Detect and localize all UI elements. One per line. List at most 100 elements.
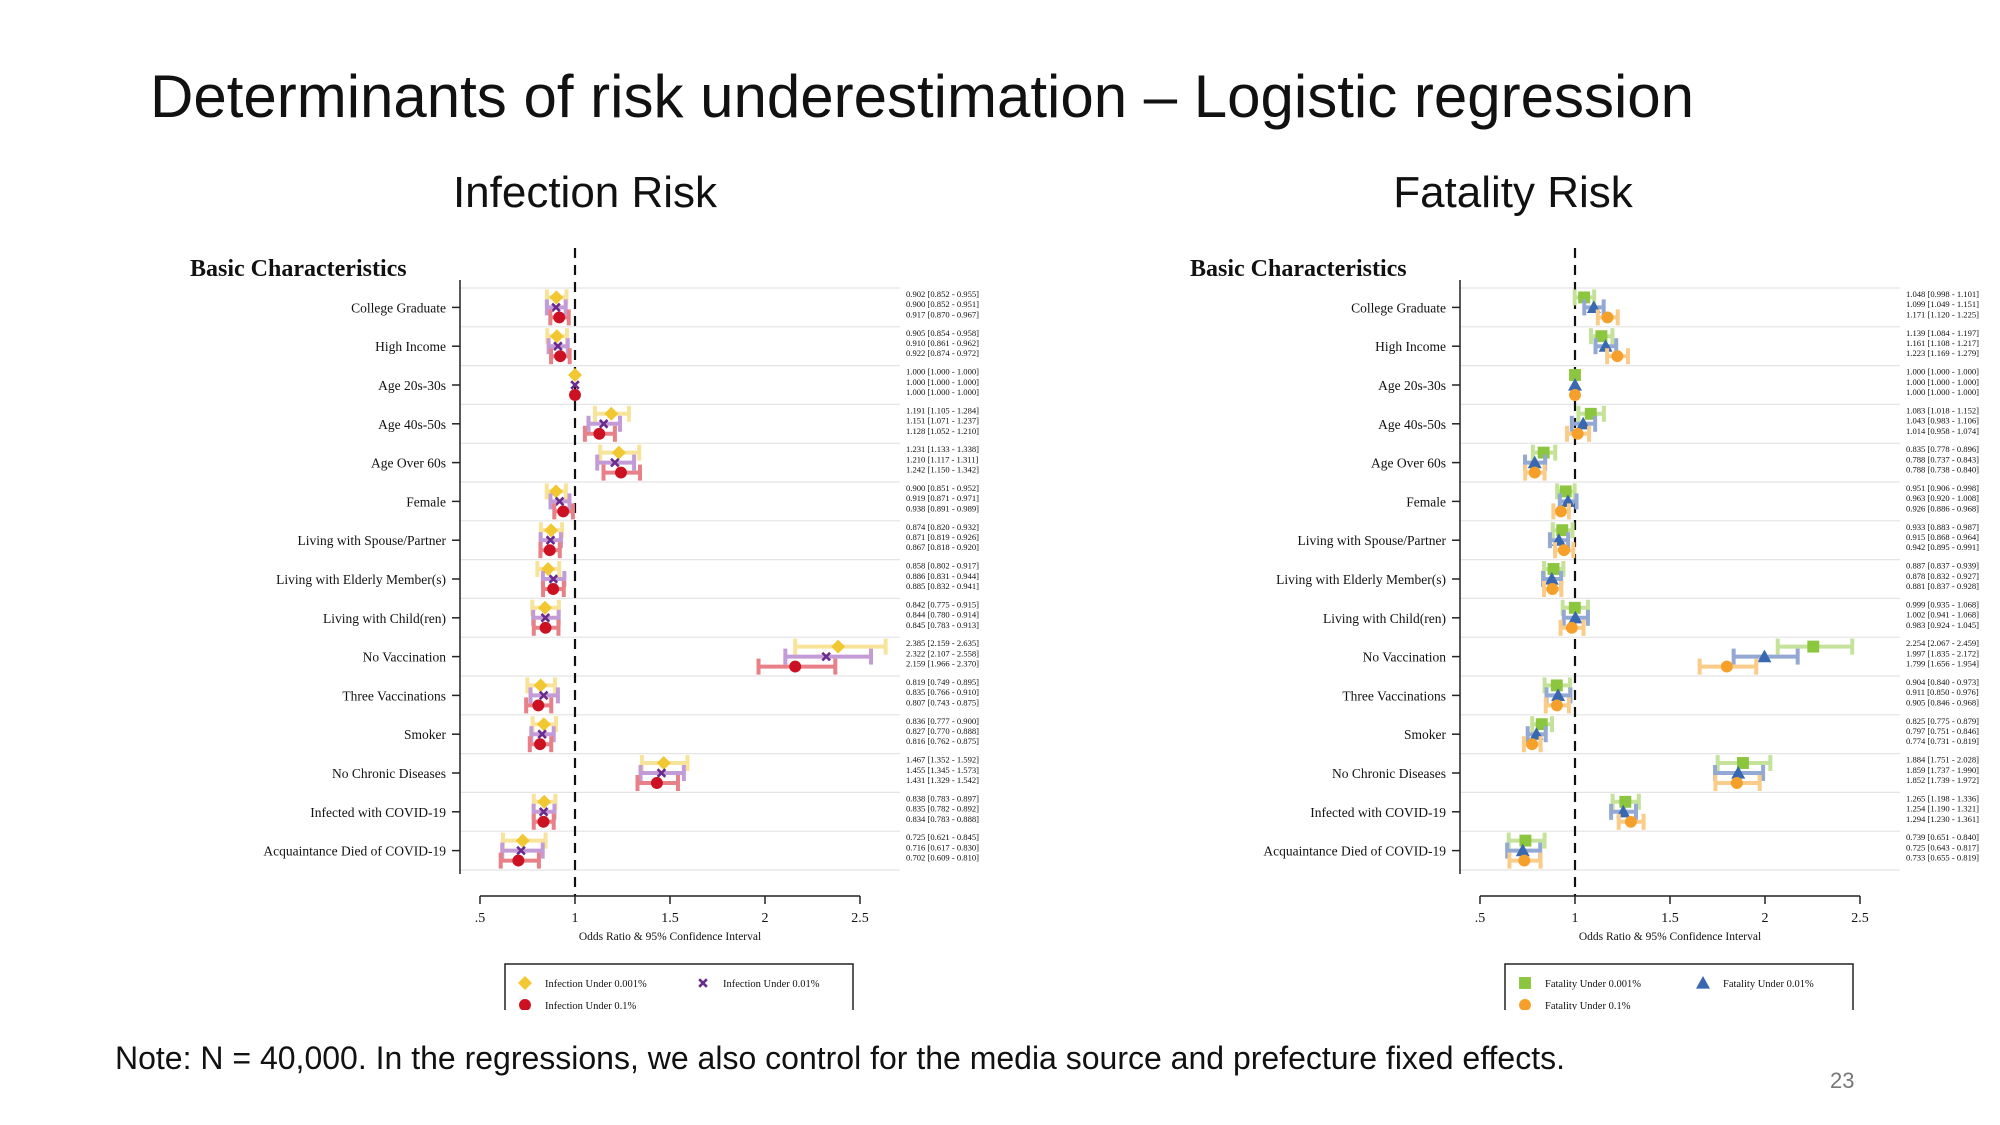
- category-label: Infected with COVID-19: [1310, 805, 1446, 820]
- estimate-label: 0.905 [0.846 - 0.968]: [1906, 697, 1979, 707]
- estimate-point: [1535, 718, 1548, 731]
- estimate-label: 1.265 [1.198 - 1.336]: [1906, 793, 1979, 803]
- category-label: Living with Child(ren): [1323, 611, 1446, 626]
- estimate-point: [1554, 505, 1567, 518]
- x-tick-label: 1: [1572, 911, 1579, 926]
- estimate-point: [1550, 679, 1563, 692]
- x-tick-label: 1.5: [661, 911, 679, 926]
- legend-marker: [518, 976, 532, 990]
- estimate-label: 0.834 [0.783 - 0.888]: [906, 814, 979, 824]
- estimate-point: [549, 329, 564, 344]
- estimate-label: 2.254 [2.067 - 2.459]: [1906, 638, 1979, 648]
- estimate-point: [1576, 416, 1591, 430]
- category-label: Age 20s-30s: [378, 378, 446, 393]
- estimate-point: [537, 794, 552, 809]
- estimate-label: 1.151 [1.071 - 1.237]: [906, 416, 979, 426]
- category-label: Living with Elderly Member(s): [1276, 572, 1446, 587]
- estimate-label: 0.911 [0.850 - 0.976]: [1906, 687, 1979, 697]
- estimate-point: [1730, 777, 1743, 789]
- estimate-label: 0.926 [0.886 - 0.968]: [1906, 503, 1979, 513]
- estimate-point: [568, 368, 582, 382]
- estimate-point: [549, 290, 564, 305]
- category-label: Three Vaccinations: [1342, 688, 1446, 703]
- estimate-label: 1.223 [1.169 - 1.279]: [1906, 348, 1979, 358]
- infection-risk-chart: Basic Characteristics College Graduate Hig…: [190, 248, 979, 1010]
- estimate-label: 0.858 [0.802 - 0.917]: [906, 561, 979, 571]
- estimate-point: [1546, 583, 1559, 595]
- estimate-label: 1.048 [0.998 - 1.101]: [1906, 289, 1979, 299]
- estimate-point: [1565, 621, 1578, 634]
- series-group: [1507, 309, 1762, 869]
- estimate-point: [538, 690, 549, 701]
- estimate-label: 0.739 [0.651 - 0.840]: [1906, 832, 1979, 842]
- estimate-point: [548, 574, 559, 584]
- estimate-label: 0.886 [0.831 - 0.944]: [906, 571, 979, 581]
- category-label: Age 40s-50s: [378, 417, 446, 432]
- category-label: No Chronic Diseases: [332, 766, 446, 781]
- x-tick-label: 2: [762, 911, 769, 926]
- estimate-point: [549, 484, 563, 499]
- estimate-point: [656, 756, 671, 770]
- category-label: Age 40s-50s: [1378, 417, 1446, 432]
- estimate-label: 1.859 [1.737 - 1.990]: [1906, 765, 1979, 775]
- infection-chart-title: Infection Risk: [452, 168, 718, 217]
- series-group: [1506, 289, 1855, 849]
- category-label: Living with Elderly Member(s): [276, 572, 446, 587]
- estimate-point: [553, 341, 563, 351]
- estimate-point: [537, 729, 547, 739]
- estimate-point: [545, 535, 556, 545]
- estimate-label: 1.000 [1.000 - 1.000]: [906, 377, 979, 387]
- estimate-label: 0.871 [0.819 - 0.926]: [906, 532, 979, 542]
- x-axis-title: Odds Ratio & 95% Confidence Interval: [579, 931, 761, 943]
- estimate-point: [551, 302, 561, 313]
- estimate-label: 0.836 [0.777 - 0.900]: [906, 716, 979, 726]
- estimate-label: 0.919 [0.871 - 0.971]: [906, 493, 979, 503]
- estimate-label: 1.191 [1.105 - 1.284]: [906, 405, 979, 415]
- estimate-point: [1560, 494, 1575, 507]
- estimate-point: [538, 807, 549, 817]
- estimate-point: [1720, 660, 1733, 673]
- legend-label: Infection Under 0.01%: [723, 979, 820, 990]
- estimate-point: [1595, 330, 1608, 343]
- estimate-label: 0.915 [0.868 - 0.964]: [1906, 532, 1979, 542]
- category-label: Age Over 60s: [1371, 456, 1446, 471]
- estimate-point: [1558, 544, 1570, 557]
- estimate-label: 0.842 [0.775 - 0.915]: [906, 599, 979, 609]
- legend-marker: [698, 978, 708, 988]
- estimate-label: 0.838 [0.783 - 0.897]: [906, 793, 979, 803]
- estimate-label: 2.159 [1.966 - 2.370]: [906, 659, 979, 669]
- estimate-point: [1544, 572, 1559, 585]
- estimate-label: 1.000 [1.000 - 1.000]: [1906, 377, 1979, 387]
- legend-label: Fatality Under 0.01%: [1723, 979, 1814, 990]
- estimate-label: 0.999 [0.935 - 1.068]: [1906, 599, 1979, 609]
- estimate-label: 1.139 [1.084 - 1.197]: [1906, 328, 1979, 338]
- estimate-label: 1.171 [1.120 - 1.225]: [1906, 309, 1979, 319]
- fatality-chart-title: Fatality Risk: [1393, 168, 1633, 217]
- estimate-point: [536, 717, 551, 732]
- estimate-point: [1568, 601, 1581, 614]
- category-label: Living with Spouse/Partner: [1298, 533, 1447, 548]
- x-tick-label: 1: [572, 911, 579, 926]
- series-group: [500, 289, 888, 849]
- category-label: High Income: [375, 339, 446, 354]
- estimate-label: 0.904 [0.840 - 0.973]: [1906, 677, 1979, 687]
- fatality-risk-chart: Basic Characteristics College Graduate Hig…: [1190, 248, 1979, 1010]
- estimate-point: [611, 445, 626, 460]
- category-label: Acquaintance Died of COVID-19: [1263, 844, 1446, 859]
- estimate-label: 1.852 [1.739 - 1.972]: [1906, 775, 1979, 785]
- estimate-point: [554, 496, 565, 507]
- estimate-point: [534, 738, 546, 751]
- estimate-label: 1.467 [1.352 - 1.592]: [906, 755, 979, 765]
- estimate-point: [1611, 350, 1624, 363]
- estimate-label: 0.933 [0.883 - 0.987]: [1906, 522, 1979, 532]
- estimate-label: 0.917 [0.870 - 0.967]: [906, 309, 979, 319]
- estimate-point: [1537, 446, 1550, 459]
- estimate-label: 1.231 [1.133 - 1.338]: [906, 444, 979, 454]
- estimate-label: 0.825 [0.775 - 0.879]: [1906, 716, 1979, 726]
- estimate-label: 1.000 [1.000 - 1.000]: [906, 387, 979, 397]
- estimate-point: [569, 389, 581, 401]
- legend-box: [1504, 963, 1854, 1010]
- estimate-point: [1584, 407, 1597, 420]
- estimate-label: 0.835 [0.766 - 0.910]: [906, 687, 979, 697]
- category-label: Acquaintance Died of COVID-19: [263, 844, 446, 859]
